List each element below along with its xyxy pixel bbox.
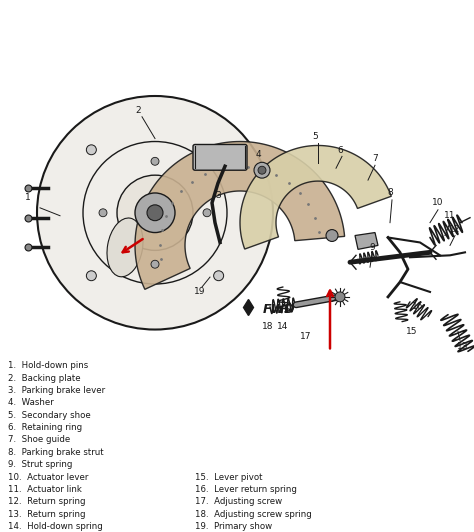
Text: 12: 12 [449, 225, 461, 234]
Circle shape [117, 175, 193, 251]
Text: 6: 6 [337, 146, 343, 155]
Text: 16: 16 [412, 302, 424, 311]
Circle shape [258, 167, 266, 174]
Text: 3: 3 [215, 192, 221, 201]
Text: 6.  Retaining ring: 6. Retaining ring [8, 423, 82, 432]
Text: 1.  Hold-down pins: 1. Hold-down pins [8, 361, 88, 370]
Circle shape [86, 271, 96, 281]
Text: 13: 13 [457, 342, 469, 351]
Circle shape [151, 157, 159, 165]
Text: 9.  Strut spring: 9. Strut spring [8, 460, 73, 469]
Polygon shape [355, 232, 378, 250]
Text: 17: 17 [300, 332, 312, 341]
Text: FWD: FWD [263, 303, 296, 316]
Circle shape [147, 205, 163, 221]
Text: 14: 14 [277, 322, 289, 331]
Text: 18: 18 [262, 322, 274, 331]
Text: 5: 5 [312, 132, 318, 141]
Text: 8.  Parking brake strut: 8. Parking brake strut [8, 448, 104, 457]
Text: 18.  Adjusting screw spring: 18. Adjusting screw spring [195, 510, 312, 519]
Text: 5.  Secondary shoe: 5. Secondary shoe [8, 411, 91, 420]
Circle shape [99, 209, 107, 217]
Text: 4.  Washer: 4. Washer [8, 398, 54, 408]
Text: 7.  Shoe guide: 7. Shoe guide [8, 435, 70, 444]
Text: 13.  Return spring: 13. Return spring [8, 510, 85, 519]
Text: 9: 9 [369, 243, 375, 252]
Text: 10: 10 [432, 198, 444, 207]
Circle shape [151, 260, 159, 268]
Circle shape [214, 145, 224, 155]
Text: 8: 8 [387, 188, 393, 197]
Text: 15.  Lever pivot: 15. Lever pivot [195, 472, 263, 481]
Polygon shape [135, 142, 345, 289]
Text: 11.  Actuator link: 11. Actuator link [8, 485, 82, 494]
Text: 2: 2 [135, 106, 141, 115]
Circle shape [203, 209, 211, 217]
Circle shape [335, 292, 345, 302]
Text: 10.  Actuator lever: 10. Actuator lever [8, 472, 88, 481]
Text: 16.  Lever return spring: 16. Lever return spring [195, 485, 297, 494]
Text: 3.  Parking brake lever: 3. Parking brake lever [8, 386, 105, 395]
Text: 14.  Hold-down spring: 14. Hold-down spring [8, 522, 103, 531]
Circle shape [135, 193, 175, 232]
Text: 7: 7 [372, 154, 378, 163]
Text: 19.  Primary show: 19. Primary show [195, 522, 272, 531]
FancyBboxPatch shape [193, 145, 247, 170]
Text: 1: 1 [25, 194, 31, 202]
Text: 2.  Backing plate: 2. Backing plate [8, 373, 81, 383]
Circle shape [254, 162, 270, 178]
Circle shape [214, 271, 224, 281]
Circle shape [326, 230, 338, 242]
Polygon shape [240, 145, 392, 249]
Circle shape [86, 145, 96, 155]
Text: 17.  Adjusting screw: 17. Adjusting screw [195, 497, 282, 506]
Text: 19: 19 [194, 287, 206, 296]
Text: 15: 15 [406, 327, 418, 336]
Circle shape [37, 96, 273, 329]
Text: 11: 11 [444, 211, 456, 220]
Ellipse shape [107, 218, 143, 277]
Text: 12.  Return spring: 12. Return spring [8, 497, 85, 506]
Text: 4: 4 [255, 150, 261, 159]
